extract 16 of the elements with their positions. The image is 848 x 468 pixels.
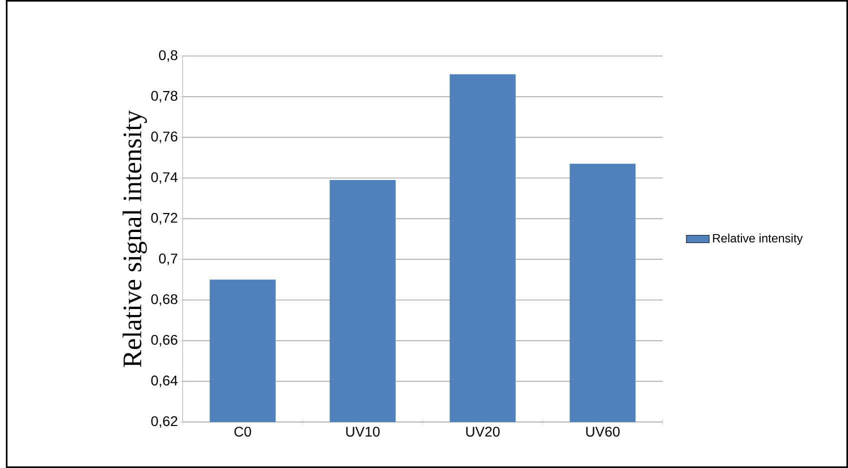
- y-tick-label: 0,66: [151, 334, 178, 346]
- legend-label: Relative intensity: [713, 234, 803, 245]
- x-tick-label: UV10: [346, 426, 380, 437]
- y-tick-label: 0,64: [151, 376, 178, 388]
- y-tick-label: 0,78: [151, 90, 178, 102]
- y-tick-label: 0,68: [151, 294, 178, 306]
- y-tick-label: 0,72: [151, 212, 178, 224]
- x-tick-label: UV20: [466, 426, 500, 437]
- y-tick-label: 0,74: [151, 172, 178, 184]
- y-tick-label: 0,8: [159, 50, 178, 62]
- y-tick-label: 0,7: [159, 254, 178, 266]
- x-tick-label: UV60: [586, 426, 620, 437]
- y-tick-label: 0,62: [151, 416, 178, 428]
- y-axis-title: Relative signal intensity: [122, 110, 147, 368]
- x-tick-label: C0: [234, 426, 252, 437]
- y-tick-label: 0,76: [151, 132, 178, 144]
